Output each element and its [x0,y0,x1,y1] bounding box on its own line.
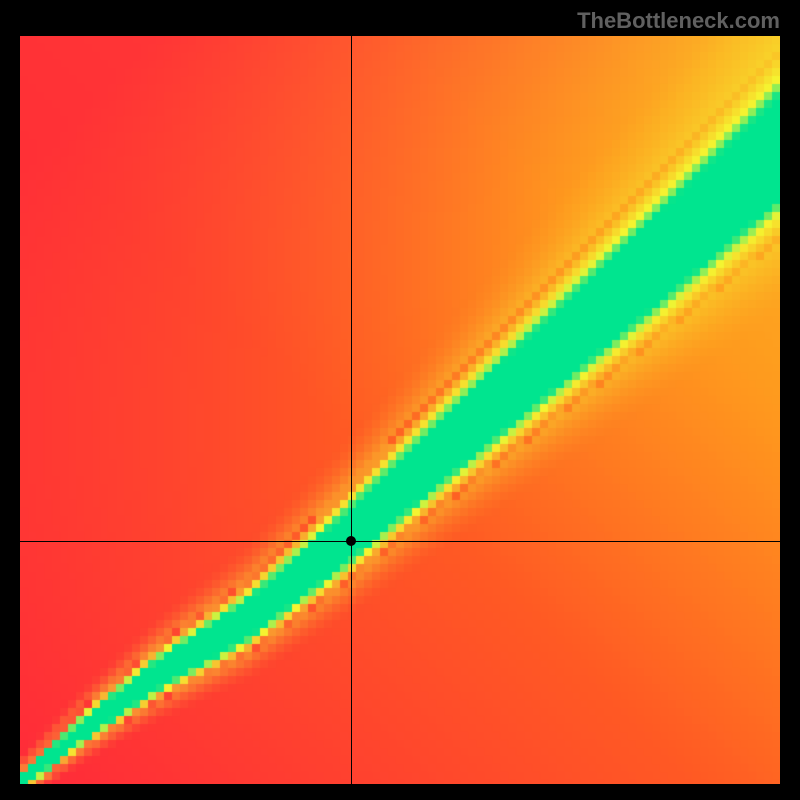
crosshair-horizontal [20,541,780,542]
plot-area [20,36,780,784]
crosshair-vertical [351,36,352,784]
watermark-text: TheBottleneck.com [577,8,780,34]
heatmap-canvas [20,36,780,784]
chart-container: TheBottleneck.com [0,0,800,800]
crosshair-point [346,536,356,546]
